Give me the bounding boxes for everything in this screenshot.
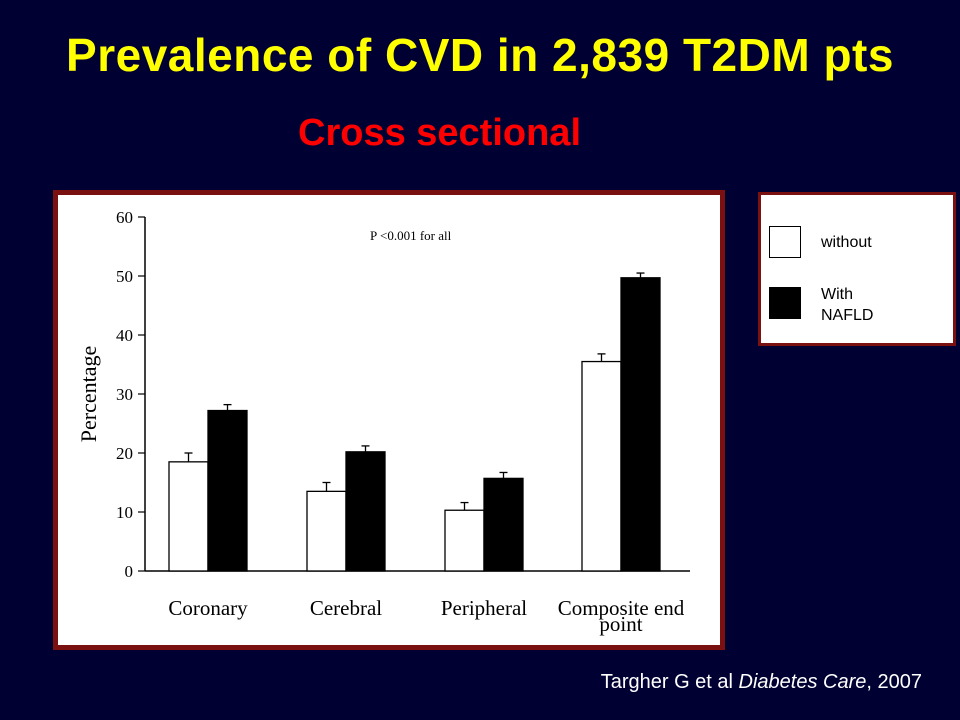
legend-swatch-without [769, 226, 801, 258]
y-axis-label: Percentage [76, 346, 101, 443]
citation-authors: Targher G et al [600, 671, 739, 693]
bar-with-nafld [207, 409, 248, 572]
citation: Targher G et al Diabetes Care, 2007 [601, 671, 922, 694]
chart-labels: 0 10 20 30 40 50 60 Percentage P <0.001 for all C… [76, 208, 685, 636]
legend: without With NAFLD [758, 192, 956, 346]
y-tick-label: 40 [116, 326, 133, 345]
bar-with-nafld [620, 277, 661, 572]
bar-without [168, 461, 209, 572]
slide-subtitle: Cross sectional [298, 112, 581, 154]
x-tick-label: Peripheral [441, 596, 527, 620]
bar-with-nafld [483, 477, 524, 572]
legend-label-with-line2: NAFLD [821, 307, 874, 324]
x-tick-label: Coronary [168, 596, 248, 620]
slide-title: Prevalence of CVD in 2,839 T2DM pts [66, 29, 894, 81]
legend-label-with-line1: With [821, 286, 853, 303]
y-tick-label: 30 [116, 385, 133, 404]
legend-label-without: without [821, 234, 872, 251]
y-tick-label: 60 [116, 208, 133, 227]
chart-frame: 0 10 20 30 40 50 60 Percentage P <0.001 for all C… [53, 190, 725, 650]
citation-year: , 2007 [866, 671, 922, 693]
y-tick-label: 50 [116, 267, 133, 286]
y-tick-label: 20 [116, 444, 133, 463]
bar-without [581, 360, 622, 572]
y-tick-label: 0 [125, 562, 134, 581]
chart-annotation: P <0.001 for all [370, 228, 452, 243]
chart-bars [168, 272, 661, 572]
bar-with-nafld [345, 451, 386, 572]
citation-journal: Diabetes Care [738, 671, 867, 693]
bar-chart: 0 10 20 30 40 50 60 Percentage P <0.001 for all C… [76, 208, 690, 636]
x-tick-label: point [599, 612, 642, 636]
bar-without [306, 490, 347, 572]
legend-swatch-with-nafld [769, 287, 801, 319]
x-tick-label: Cerebral [310, 596, 382, 620]
bar-without [444, 509, 485, 572]
x-tick-label: Composite end [558, 596, 685, 620]
y-tick-label: 10 [116, 503, 133, 522]
